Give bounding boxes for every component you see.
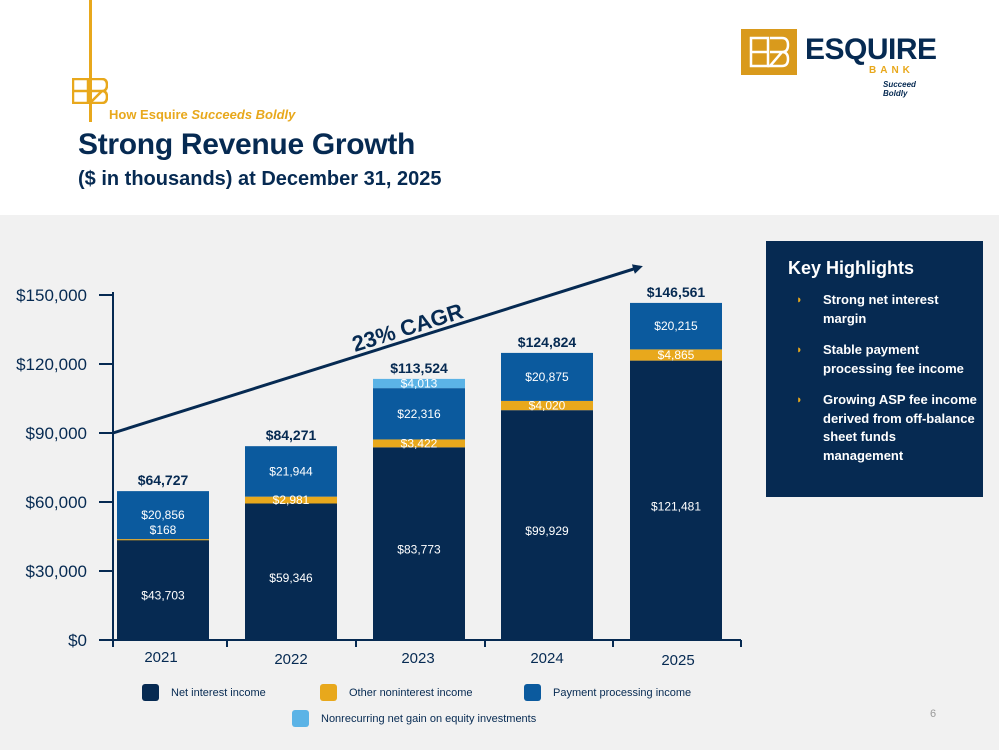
- logo-bank-word: BANK: [869, 65, 914, 76]
- logo-mark: [741, 29, 797, 75]
- key-highlights-list: ◗ Strong net interest margin ◗ Stable paym…: [788, 291, 978, 478]
- total-label: $64,727: [138, 472, 189, 488]
- bar-segment-other-noninterest-income: [245, 496, 337, 504]
- header-accent-line: [89, 0, 92, 122]
- data-label: $20,215: [654, 319, 698, 333]
- bar-segment-nonrecurring-gain: [373, 378, 465, 389]
- bullet-icon: ◗: [796, 294, 803, 306]
- data-label: $20,875: [525, 370, 569, 384]
- legend-swatch: [292, 710, 309, 727]
- total-label: $84,271: [266, 427, 317, 443]
- logo-name: ESQUIRE: [805, 33, 937, 66]
- data-label: $4,865: [658, 348, 695, 362]
- data-label: $121,481: [651, 499, 701, 513]
- bar-segment-other-noninterest-income: [501, 400, 593, 411]
- bar-segment-payment-processing-income: [117, 491, 209, 540]
- highlight-item: ◗ Growing ASP fee income derived from off…: [796, 392, 977, 463]
- data-label: $2,981: [273, 493, 310, 507]
- bar-segment-net-interest-income: [501, 410, 593, 640]
- highlight-item: ◗ Strong net interest margin: [796, 292, 939, 326]
- slide-header: How Esquire Succeeds Boldly Strong Reven…: [0, 0, 999, 215]
- y-tick-label: $30,000: [26, 562, 87, 581]
- data-label: $59,346: [269, 571, 313, 585]
- data-label: $83,773: [397, 543, 441, 557]
- data-label: $21,944: [269, 464, 313, 478]
- data-label: $22,316: [397, 407, 441, 421]
- cagr-annotation: 23% CAGR: [349, 298, 466, 356]
- y-tick-label: $0: [68, 631, 87, 650]
- section-kicker: How Esquire Succeeds Boldly: [109, 107, 296, 122]
- data-label: $99,929: [525, 524, 569, 538]
- eb-monogram-icon: [72, 78, 108, 104]
- page-number: 6: [930, 708, 937, 720]
- data-label: $43,703: [141, 589, 185, 603]
- bar-segment-payment-processing-income: [630, 302, 722, 350]
- total-label: $113,524: [390, 360, 448, 376]
- bullet-icon: ◗: [796, 344, 803, 356]
- y-tick-label: $120,000: [16, 355, 87, 374]
- logo-eb-icon: [749, 36, 790, 68]
- bar-segment-other-noninterest-income: [117, 539, 209, 541]
- page-subtitle: ($ in thousands) at December 31, 2025: [78, 168, 442, 190]
- y-tick-label: $60,000: [26, 493, 87, 512]
- bar-segment-other-noninterest-income: [630, 349, 722, 361]
- x-tick-label: 2025: [661, 652, 694, 669]
- data-label: $3,422: [401, 436, 438, 450]
- revenue-chart: $0$30,000$60,000$90,000$120,000$150,000 …: [16, 264, 742, 669]
- legend-swatch: [524, 684, 541, 701]
- x-tick-label: 2023: [401, 650, 434, 667]
- legend-swatch: [320, 684, 337, 701]
- x-tick-label: 2022: [274, 651, 307, 668]
- bar-segment-net-interest-income: [117, 539, 209, 640]
- legend-swatch: [142, 684, 159, 701]
- bar-segment-net-interest-income: [630, 360, 722, 640]
- bullet-icon: ◗: [796, 394, 803, 406]
- key-highlights-title: Key Highlights: [788, 258, 915, 278]
- bar-segment-other-noninterest-income: [373, 439, 465, 448]
- key-highlights-panel: Key Highlights ◗ Strong net interest marg…: [766, 241, 983, 497]
- bar-segment-net-interest-income: [245, 503, 337, 640]
- data-label: $20,856: [141, 508, 185, 522]
- page-title: Strong Revenue Growth: [78, 128, 416, 161]
- y-tick-label: $150,000: [16, 286, 87, 305]
- total-label: $146,561: [647, 284, 706, 300]
- data-label: $168: [150, 523, 177, 537]
- x-tick-label: 2024: [530, 650, 563, 667]
- esquire-bank-logo: ESQUIRE BANK Succeed Boldly: [741, 29, 941, 98]
- total-label: $124,824: [518, 334, 577, 350]
- bar-segment-net-interest-income: [373, 447, 465, 640]
- data-label: $4,020: [529, 399, 566, 413]
- content-panel: $0 $30,000 $60,000 $90,000 $120,000 $150,000 …: [0, 215, 999, 750]
- bar-segment-payment-processing-income: [373, 388, 465, 440]
- cagr-arrow: [112, 264, 643, 435]
- logo-tagline: Succeed Boldly: [883, 80, 916, 98]
- data-label: $4,013: [401, 377, 438, 391]
- x-tick-label: 2021: [144, 649, 177, 666]
- y-tick-label: $90,000: [26, 424, 87, 443]
- bar-segment-payment-processing-income: [501, 352, 593, 401]
- bar-segment-payment-processing-income: [245, 446, 337, 497]
- highlight-item: ◗ Stable payment processing fee income: [796, 342, 964, 376]
